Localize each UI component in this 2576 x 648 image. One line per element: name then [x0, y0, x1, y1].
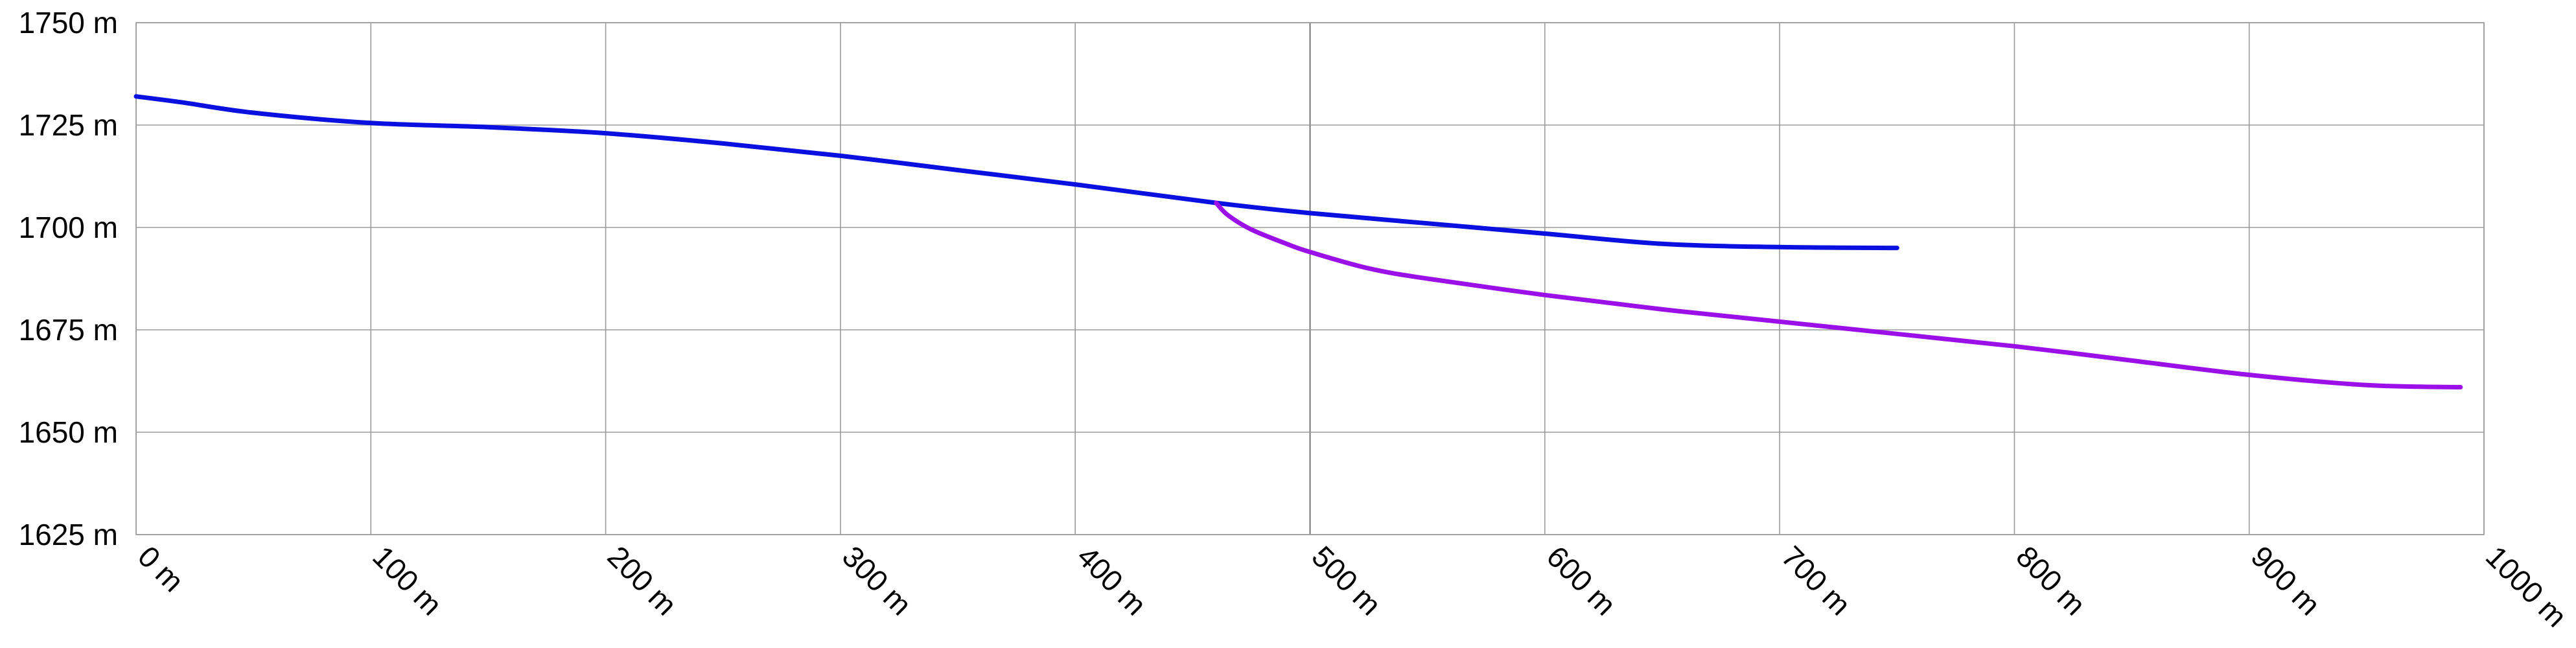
x-tick-label: 700 m — [1775, 539, 1857, 621]
y-tick-label: 1625 m — [19, 518, 118, 551]
plot-frame — [135, 22, 2485, 535]
x-tick-label: 400 m — [1071, 539, 1153, 621]
x-tick-label: 200 m — [601, 539, 684, 621]
x-axis-tick-labels: 0 m 100 m 200 m 300 m 400 m 500 m 600 m 700 m 80… — [132, 539, 2573, 633]
x-tick-label: 500 m — [1305, 539, 1387, 621]
x-tick-label: 100 m — [366, 539, 448, 621]
x-tick-label: 900 m — [2245, 539, 2327, 621]
y-tick-label: 1725 m — [19, 108, 118, 142]
grid — [135, 22, 2485, 535]
y-tick-label: 1700 m — [19, 211, 118, 244]
y-tick-label: 1750 m — [19, 6, 118, 40]
y-tick-label: 1650 m — [19, 415, 118, 449]
y-axis-tick-labels: 1625 m 1650 m 1675 m 1700 m 1725 m 1750 m — [19, 6, 118, 551]
y-tick-label: 1675 m — [19, 313, 118, 347]
series-layer — [133, 94, 2463, 389]
x-tick-label: 0 m — [132, 539, 191, 598]
x-tick-label: 1000 m — [2479, 539, 2573, 633]
x-tick-label: 800 m — [2010, 539, 2092, 621]
x-tick-label: 600 m — [1540, 539, 1623, 621]
series-line-1 — [133, 94, 1899, 251]
series-line-2 — [1214, 200, 2463, 389]
x-tick-label: 300 m — [836, 539, 918, 621]
